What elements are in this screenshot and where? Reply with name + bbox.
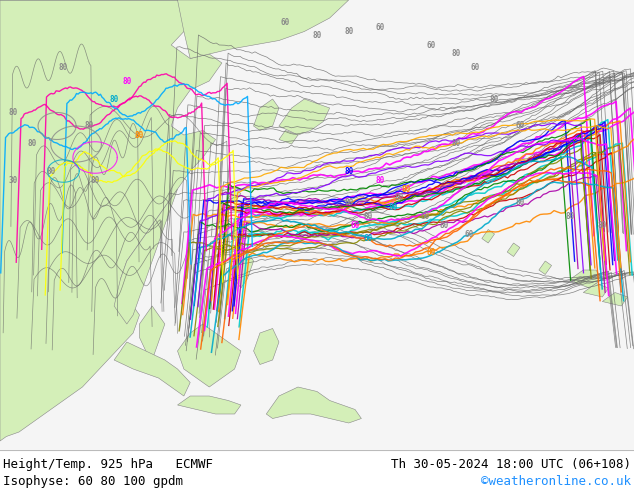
Text: 60: 60 <box>376 23 385 31</box>
Text: 60: 60 <box>351 220 359 229</box>
Text: 80: 80 <box>452 49 461 58</box>
Polygon shape <box>266 387 361 423</box>
Text: 80: 80 <box>363 212 372 220</box>
Polygon shape <box>114 189 178 324</box>
Text: ©weatheronline.co.uk: ©weatheronline.co.uk <box>481 475 631 488</box>
Text: 80: 80 <box>313 31 321 41</box>
Polygon shape <box>571 270 602 288</box>
Polygon shape <box>228 243 254 288</box>
Polygon shape <box>254 328 279 365</box>
Text: 80: 80 <box>515 198 524 207</box>
Text: 80: 80 <box>59 63 68 72</box>
Polygon shape <box>279 130 298 144</box>
Text: 80: 80 <box>27 140 36 148</box>
Text: 80: 80 <box>452 140 461 148</box>
Text: 60: 60 <box>281 18 290 27</box>
Text: Th 30-05-2024 18:00 UTC (06+108): Th 30-05-2024 18:00 UTC (06+108) <box>391 458 631 471</box>
Text: 80: 80 <box>84 122 93 130</box>
Text: 60: 60 <box>427 41 436 49</box>
Polygon shape <box>507 243 520 256</box>
Text: 80: 80 <box>46 167 55 175</box>
Polygon shape <box>228 189 241 202</box>
Polygon shape <box>279 99 330 135</box>
Text: 60: 60 <box>420 212 429 220</box>
Text: 80: 80 <box>344 198 353 207</box>
Text: 80: 80 <box>395 194 404 202</box>
Text: 80: 80 <box>389 202 398 212</box>
Text: Height/Temp. 925 hPa   ECMWF: Height/Temp. 925 hPa ECMWF <box>3 458 213 471</box>
Text: 80: 80 <box>427 247 436 256</box>
Text: 80: 80 <box>8 108 17 117</box>
Text: 60: 60 <box>363 234 372 243</box>
Polygon shape <box>0 0 349 58</box>
Text: 60: 60 <box>515 122 524 130</box>
Text: 80: 80 <box>122 76 131 85</box>
Polygon shape <box>254 99 279 130</box>
Text: Isophyse: 60 80 100 gpdm: Isophyse: 60 80 100 gpdm <box>3 475 183 488</box>
Text: 60: 60 <box>465 229 474 239</box>
Polygon shape <box>178 324 241 387</box>
Text: 80: 80 <box>598 220 607 229</box>
Text: 80: 80 <box>344 167 353 175</box>
Text: 80: 80 <box>376 175 385 185</box>
Polygon shape <box>139 306 165 360</box>
Text: 80: 80 <box>135 130 144 140</box>
Text: 80: 80 <box>439 220 448 229</box>
Text: 80: 80 <box>566 212 575 220</box>
Polygon shape <box>114 342 190 396</box>
Polygon shape <box>482 229 495 243</box>
Polygon shape <box>539 261 552 274</box>
Text: 80: 80 <box>401 185 410 194</box>
Polygon shape <box>178 396 241 414</box>
Polygon shape <box>0 0 222 441</box>
Polygon shape <box>583 284 609 297</box>
Text: 80: 80 <box>110 95 119 103</box>
Text: 80: 80 <box>344 27 353 36</box>
Text: 60: 60 <box>471 63 480 72</box>
Polygon shape <box>602 293 628 306</box>
Text: 80: 80 <box>490 95 499 103</box>
Text: 30: 30 <box>8 175 17 185</box>
Text: 80: 80 <box>91 175 100 185</box>
